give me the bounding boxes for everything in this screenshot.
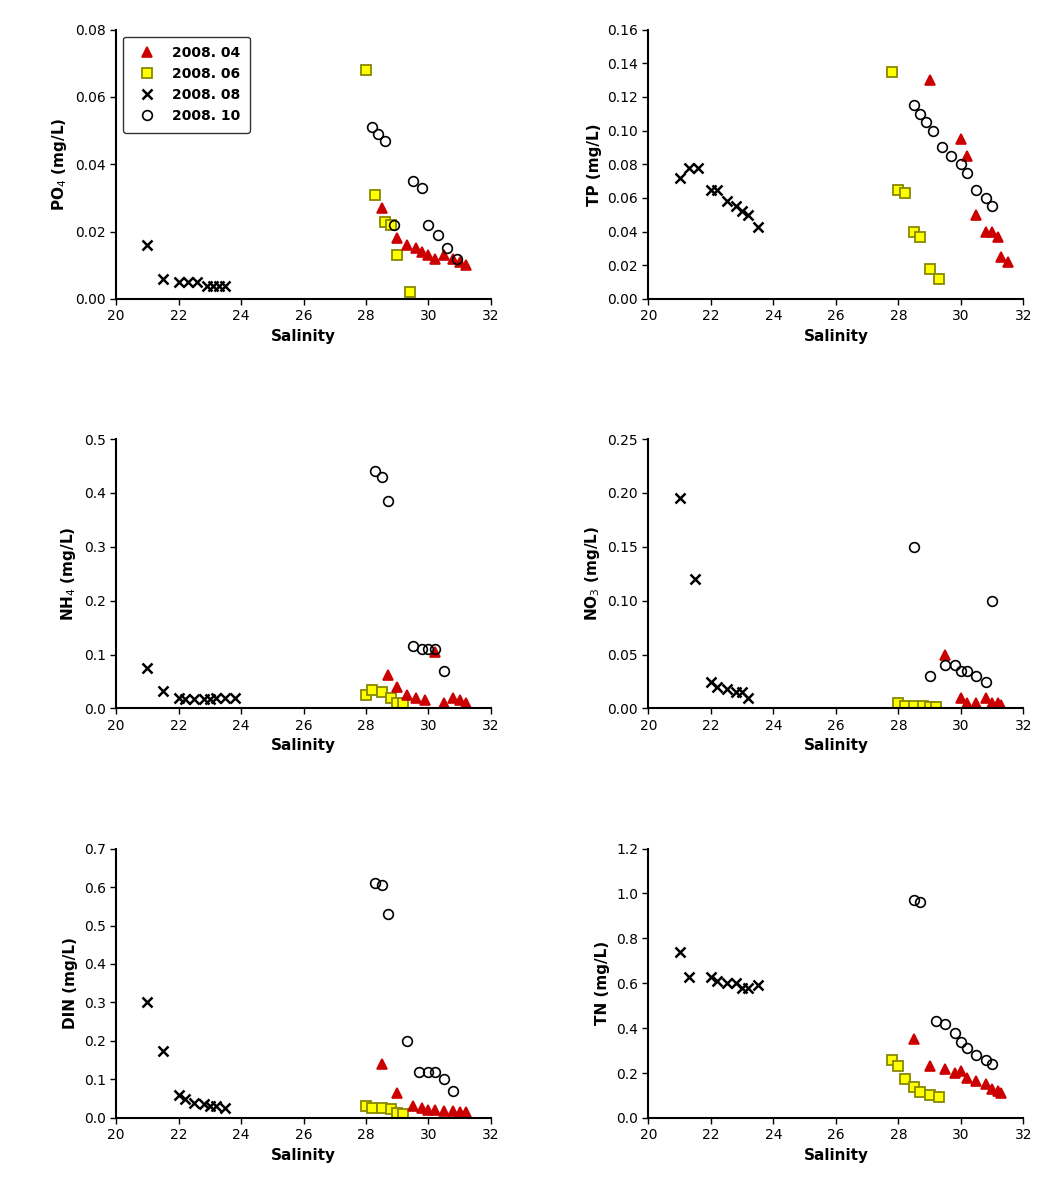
- Y-axis label: NO$_3$ (mg/L): NO$_3$ (mg/L): [582, 526, 601, 621]
- X-axis label: Salinity: Salinity: [271, 738, 335, 754]
- X-axis label: Salinity: Salinity: [271, 1148, 335, 1163]
- X-axis label: Salinity: Salinity: [271, 329, 335, 344]
- X-axis label: Salinity: Salinity: [804, 329, 868, 344]
- Y-axis label: TP (mg/L): TP (mg/L): [587, 123, 601, 206]
- Y-axis label: NH$_4$ (mg/L): NH$_4$ (mg/L): [59, 526, 78, 621]
- Y-axis label: TN (mg/L): TN (mg/L): [595, 942, 611, 1026]
- X-axis label: Salinity: Salinity: [804, 738, 868, 754]
- Y-axis label: DIN (mg/L): DIN (mg/L): [63, 937, 78, 1029]
- Y-axis label: PO$_4$ (mg/L): PO$_4$ (mg/L): [51, 117, 70, 211]
- X-axis label: Salinity: Salinity: [804, 1148, 868, 1163]
- Legend: 2008. 04, 2008. 06, 2008. 08, 2008. 10: 2008. 04, 2008. 06, 2008. 08, 2008. 10: [123, 37, 250, 132]
